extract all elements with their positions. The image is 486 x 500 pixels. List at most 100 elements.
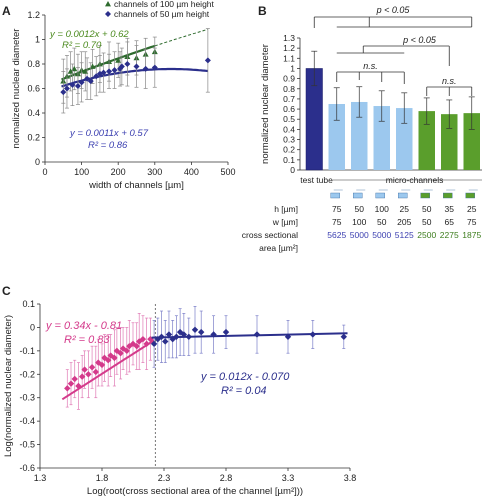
a-fit-r2-50um: R² = 0.86 (88, 140, 128, 151)
c-point-large-channel (173, 333, 180, 340)
c-point-small-channel (139, 335, 147, 343)
chart-c: 1.3 1.8 2.3 2.8 3.3 3.8 -0.6 -0.5 -0.4 -0.3 -0.2 -0… (3, 299, 356, 497)
c-point-large-channel (185, 333, 192, 340)
c-x-tick-label: 1.8 (96, 473, 109, 483)
c-point-small-channel (81, 366, 88, 373)
a-point-50um (63, 85, 70, 92)
b-y-tick-label: 0.7 (283, 94, 295, 104)
a-y-tick-label: 0 (35, 157, 40, 167)
c-y-tick-label: -0.6 (19, 463, 35, 473)
b-table-w-cell: 75 (467, 217, 477, 227)
b-ns-green-label: n.s. (442, 76, 457, 86)
c-point-large-channel (210, 331, 217, 338)
b-channel-icon (420, 192, 430, 199)
b-channel-icon (465, 192, 475, 199)
b-y-tick-label: 0 (290, 165, 295, 175)
a-x-tick-label: 300 (147, 167, 162, 177)
b-channel-icon (375, 192, 385, 199)
a-x-tick-label: 100 (74, 167, 89, 177)
a-point-50um (69, 81, 76, 88)
c-point-small-channel (117, 350, 124, 357)
panel-b-label: B (258, 4, 267, 18)
c-point-small-channel (133, 342, 140, 350)
c-x-tick-label: 2.8 (220, 473, 233, 483)
b-table-w-cell: 205 (397, 217, 411, 227)
b-sig-second-label: p < 0.05 (402, 35, 437, 45)
c-fit-equation-blue: y = 0.012x - 0.070 (200, 371, 290, 383)
c-x-tick-label: 3.8 (344, 473, 357, 483)
b-y-tick-label: 1.2 (283, 43, 295, 53)
b-y-tick-label: 1.1 (283, 53, 295, 63)
c-point-large-channel (150, 340, 158, 348)
b-y-tick-label: 0.2 (283, 145, 295, 155)
c-y-tick-label: -0.3 (19, 393, 35, 403)
b-group-label-test-tube: test tube (300, 175, 333, 185)
c-point-large-channel (253, 331, 261, 338)
panel-a-label: A (2, 4, 11, 18)
b-table-h-cell: 100 (375, 204, 389, 214)
b-table-h-cell: 50 (422, 204, 432, 214)
b-table-area-cell: 2275 (440, 230, 459, 240)
c-point-small-channel (85, 371, 92, 378)
panel-c-label: C (2, 284, 11, 298)
b-table-area-cell: 5625 (327, 230, 346, 240)
c-y-tick-label: -0.1 (19, 346, 35, 356)
b-table-w-cell: 100 (352, 217, 366, 227)
b-table-area-cell: 5125 (395, 230, 414, 240)
a-legend-marker (105, 1, 111, 7)
c-point-large-channel (284, 333, 292, 340)
b-channel-icon (443, 192, 453, 199)
b-bar (418, 111, 435, 170)
a-point-50um (74, 83, 81, 90)
b-table-h-cell: 50 (355, 204, 365, 214)
b-y-tick-label: 0.1 (283, 155, 295, 165)
a-y-tick-label: 0.4 (27, 108, 40, 118)
c-x-axis-label: Log(root(cross sectional area of the cha… (87, 486, 303, 497)
b-table-row-label-h: h [µm] (274, 204, 298, 214)
c-x-tick-label: 2.3 (158, 473, 171, 483)
a-x-tick-label: 0 (42, 167, 47, 177)
a-point-50um (204, 57, 211, 64)
b-channel-icon (353, 192, 363, 199)
c-point-small-channel (88, 364, 96, 371)
a-point-50um (106, 68, 113, 75)
b-table-row-label-area2: area [µm²] (259, 243, 298, 253)
a-point-50um (87, 78, 94, 85)
a-point-50um (100, 69, 107, 76)
a-y-tick-label: 0.8 (27, 59, 40, 69)
c-y-tick-label: 0 (30, 322, 35, 332)
b-table-row-label-area1: cross sectional (242, 230, 298, 240)
c-fit-r2-pink: R² = 0.83 (64, 334, 110, 346)
b-table-area-cell: 5000 (350, 230, 369, 240)
b-bar (351, 101, 368, 170)
a-x-tick-label: 500 (220, 167, 235, 177)
b-y-tick-label: 1.3 (283, 33, 295, 43)
b-table-w-cell: 65 (445, 217, 455, 227)
a-point-50um (84, 75, 91, 82)
a-point-50um (133, 63, 140, 70)
c-point-small-channel (67, 380, 75, 387)
c-y-tick-label: -0.2 (19, 369, 35, 379)
a-fit-r2-100um: R² = 0.70 (62, 40, 102, 51)
b-table-h-cell: 75 (332, 204, 342, 214)
a-y-tick-label: 1 (35, 35, 40, 45)
b-bar (396, 108, 413, 170)
b-sig-top-label: p < 0.05 (376, 5, 411, 15)
c-x-tick-label: 1.3 (34, 473, 47, 483)
c-fit-line (61, 339, 155, 401)
a-point-50um (151, 64, 158, 71)
b-y-tick-label: 0.8 (283, 84, 295, 94)
a-y-tick-label: 0.2 (27, 133, 40, 143)
c-point-small-channel (98, 361, 106, 369)
c-x-tick-label: 3.3 (282, 473, 295, 483)
a-y-tick-label: 0.6 (27, 84, 40, 94)
c-point-small-channel (75, 382, 82, 390)
c-point-large-channel (158, 333, 165, 340)
b-channel-icon (398, 192, 408, 199)
b-y-tick-label: 1 (290, 63, 295, 73)
c-point-small-channel (105, 357, 112, 364)
c-point-large-channel (180, 331, 188, 338)
b-table-w-cell: 50 (377, 217, 387, 227)
c-fit-equation-pink: y = 0.34x - 0.81 (45, 320, 122, 332)
c-point-large-channel (340, 333, 347, 340)
